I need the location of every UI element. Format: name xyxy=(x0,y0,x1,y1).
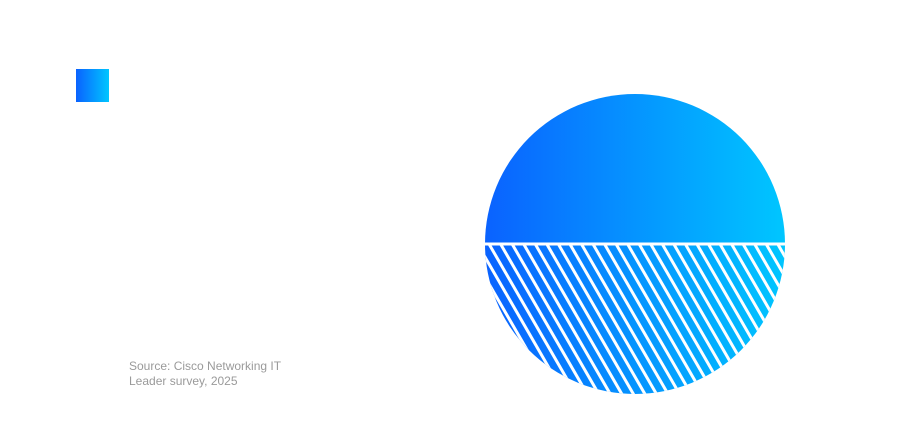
legend-square xyxy=(76,69,109,102)
hatching xyxy=(485,244,785,394)
source-line: Source: Cisco Networking IT xyxy=(129,359,282,373)
bottom-half xyxy=(485,244,785,394)
source-line: Leader survey, 2025 xyxy=(129,374,238,388)
top-half xyxy=(485,94,785,244)
